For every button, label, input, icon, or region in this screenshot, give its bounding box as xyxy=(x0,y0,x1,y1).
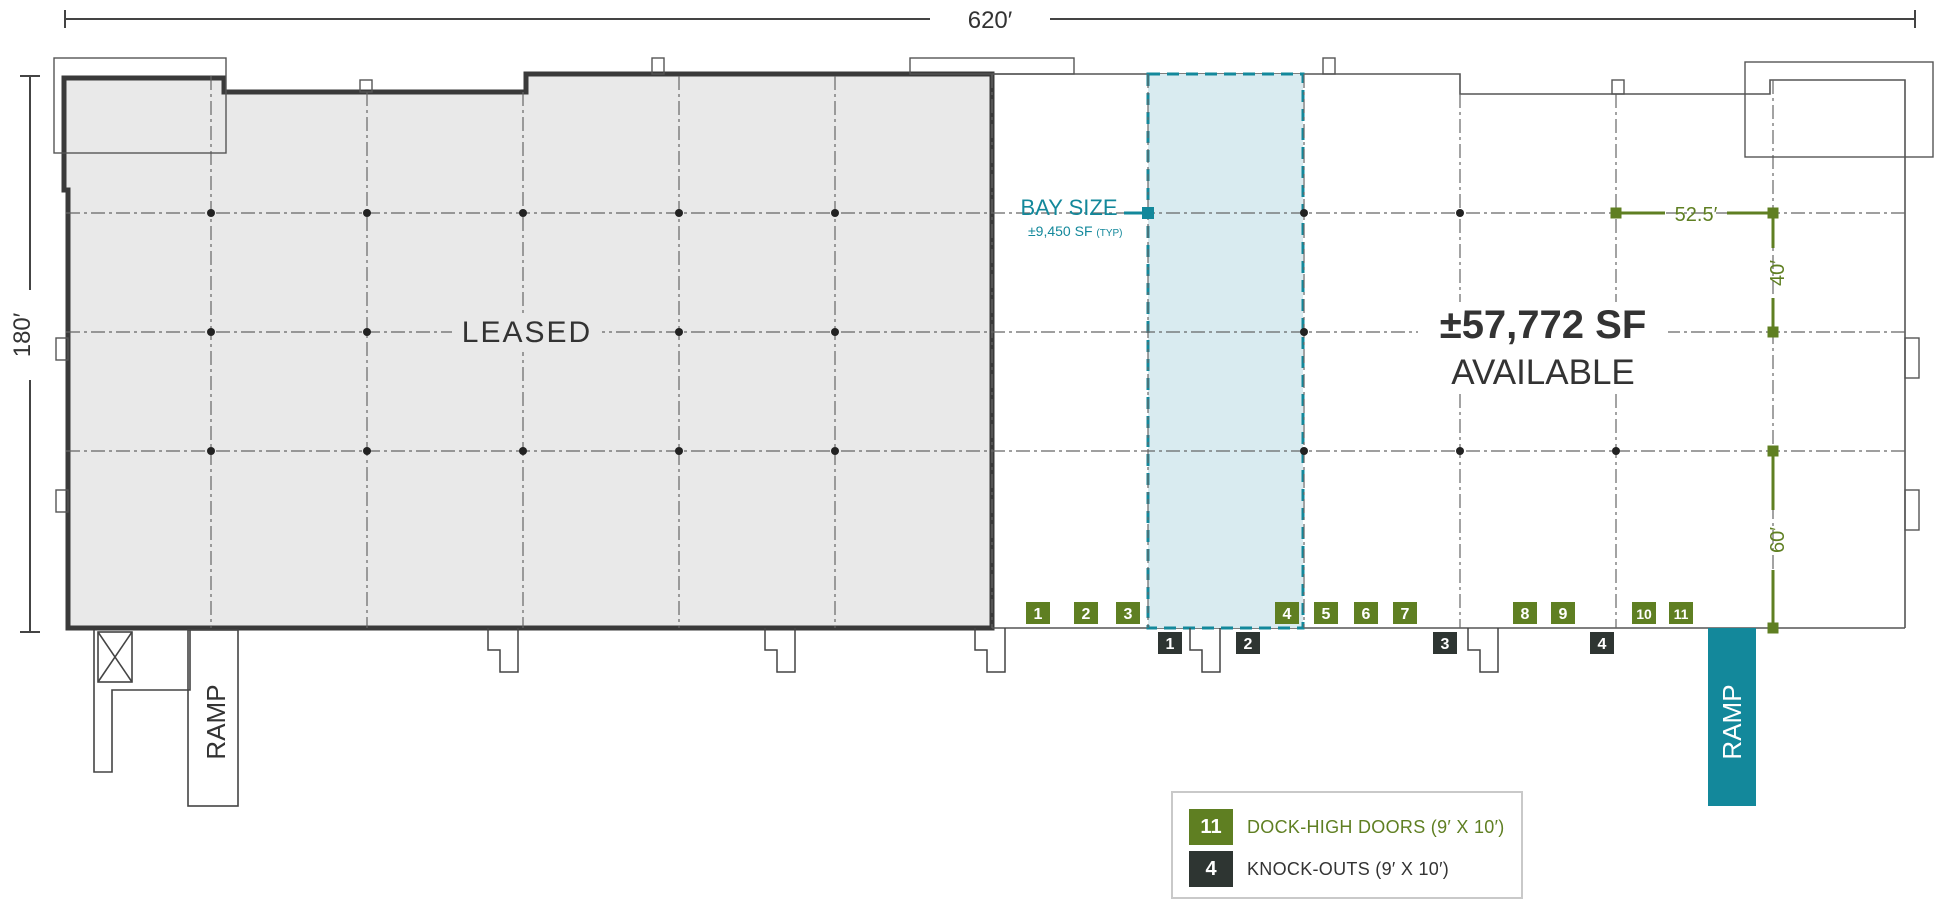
available-area: ±57,772 SF xyxy=(1440,303,1647,347)
dock-door-3-marker xyxy=(1116,602,1140,624)
leased-label: LEASED xyxy=(462,316,592,349)
dock-door-11-marker xyxy=(1669,602,1693,624)
knockout-2-label: 2 xyxy=(1244,636,1253,653)
knockout-1: 1 xyxy=(1158,632,1182,654)
dock-door-6-label: 6 xyxy=(1362,606,1371,623)
bay-width-label: 52.5′ xyxy=(1675,204,1718,226)
dock-door-9: 9 xyxy=(1551,602,1575,624)
wall-features xyxy=(53,57,1934,531)
dock-door-9-label: 9 xyxy=(1559,606,1568,623)
bay-dimensions xyxy=(1610,207,1779,634)
knockout-3-marker xyxy=(1433,632,1457,654)
dock-door-10-label: 10 xyxy=(1636,606,1652,622)
dock-doors: 1 2 3 4 5 6 7 8 9 10 11 xyxy=(1026,602,1693,624)
dock-door-5: 5 xyxy=(1314,602,1338,624)
column-marker xyxy=(675,209,683,217)
dock-door-7: 7 xyxy=(1393,602,1417,624)
knockout-4-label: 4 xyxy=(1598,636,1607,653)
column-marker xyxy=(675,328,683,336)
dock-door-10: 10 xyxy=(1632,602,1656,624)
knockout-doors: 1 2 3 4 xyxy=(1158,632,1614,654)
column-marker xyxy=(1300,447,1308,455)
column-marker xyxy=(1300,209,1308,217)
west-ramp-structure xyxy=(93,629,239,807)
legend-knockout-swatch: 4 xyxy=(1189,851,1233,887)
dock-door-3: 3 xyxy=(1116,602,1140,624)
dock-door-7-label: 7 xyxy=(1401,606,1410,623)
knockout-1-marker xyxy=(1158,632,1182,654)
dock-door-4-label: 4 xyxy=(1283,606,1292,623)
column-marker xyxy=(831,209,839,217)
knockout-3: 3 xyxy=(1433,632,1457,654)
knockout-3-label: 3 xyxy=(1441,636,1450,653)
height-dimension xyxy=(20,75,40,633)
legend-dock-label: DOCK-HIGH DOORS (9′ X 10′) xyxy=(1247,816,1505,837)
dock-door-5-marker xyxy=(1314,602,1338,624)
dock-door-11: 11 xyxy=(1669,602,1693,624)
column-marker xyxy=(1456,447,1464,455)
dock-door-1-marker xyxy=(1026,602,1050,624)
column-marker xyxy=(519,209,527,217)
dock-door-6: 6 xyxy=(1354,602,1378,624)
dock-door-4: 4 xyxy=(1275,602,1299,624)
column-marker xyxy=(831,447,839,455)
dock-door-2-label: 2 xyxy=(1082,606,1091,623)
upper-span-label: 40′ xyxy=(1767,260,1789,286)
column-marker xyxy=(207,328,215,336)
legend-dock-row: 11 DOCK-HIGH DOORS (9′ X 10′) xyxy=(1189,809,1505,845)
dock-door-8-label: 8 xyxy=(1521,606,1530,623)
knockout-2: 2 xyxy=(1236,632,1260,654)
width-label: 620′ xyxy=(968,7,1013,34)
dock-door-8-marker xyxy=(1513,602,1537,624)
dock-door-4-marker xyxy=(1275,602,1299,624)
dock-door-10-marker xyxy=(1632,602,1656,624)
dock-door-2-marker xyxy=(1074,602,1098,624)
knockout-4-marker xyxy=(1590,632,1614,654)
dock-door-6-marker xyxy=(1354,602,1378,624)
knockout-4: 4 xyxy=(1590,632,1614,654)
dock-door-9-marker xyxy=(1551,602,1575,624)
dock-door-5-label: 5 xyxy=(1322,606,1331,623)
column-marker xyxy=(363,209,371,217)
dock-door-11-label: 11 xyxy=(1674,606,1689,622)
exterior-stairs xyxy=(487,628,1499,673)
legend-dock-swatch: 11 xyxy=(1189,809,1233,845)
height-label: 180′ xyxy=(9,312,36,357)
east-ramp-label: RAMP xyxy=(1717,684,1747,759)
column-marker xyxy=(1456,209,1464,217)
column-marker xyxy=(1300,328,1308,336)
column-marker xyxy=(363,447,371,455)
dock-door-1: 1 xyxy=(1026,602,1050,624)
column-marker xyxy=(207,209,215,217)
column-marker xyxy=(831,328,839,336)
lower-span-label: 60′ xyxy=(1767,527,1789,553)
bay-size-title: BAY SIZE xyxy=(1020,195,1117,220)
bay-size-area: ±9,450 SF (TYP) xyxy=(1028,223,1123,239)
column-marker xyxy=(675,447,683,455)
dock-door-3-label: 3 xyxy=(1124,606,1133,623)
typical-bay-highlight xyxy=(1146,72,1305,630)
width-dimension xyxy=(64,10,1916,28)
legend-knockout-row: 4 KNOCK-OUTS (9′ X 10′) xyxy=(1189,851,1449,887)
dock-door-8: 8 xyxy=(1513,602,1537,624)
dock-door-1-label: 1 xyxy=(1034,606,1043,623)
available-label: AVAILABLE xyxy=(1451,353,1635,392)
knockout-1-label: 1 xyxy=(1166,636,1175,653)
legend: 11 DOCK-HIGH DOORS (9′ X 10′) 4 KNOCK-OU… xyxy=(1171,791,1523,899)
column-marker xyxy=(363,328,371,336)
legend-knockout-label: KNOCK-OUTS (9′ X 10′) xyxy=(1247,858,1450,879)
column-marker xyxy=(1612,447,1620,455)
knockout-2-marker xyxy=(1236,632,1260,654)
dock-door-2: 2 xyxy=(1074,602,1098,624)
bay-size-anchor xyxy=(1142,207,1154,219)
column-marker xyxy=(519,447,527,455)
east-ramp xyxy=(1708,628,1756,806)
west-ramp-label: RAMP xyxy=(201,684,231,759)
column-marker xyxy=(207,447,215,455)
dock-door-7-marker xyxy=(1393,602,1417,624)
